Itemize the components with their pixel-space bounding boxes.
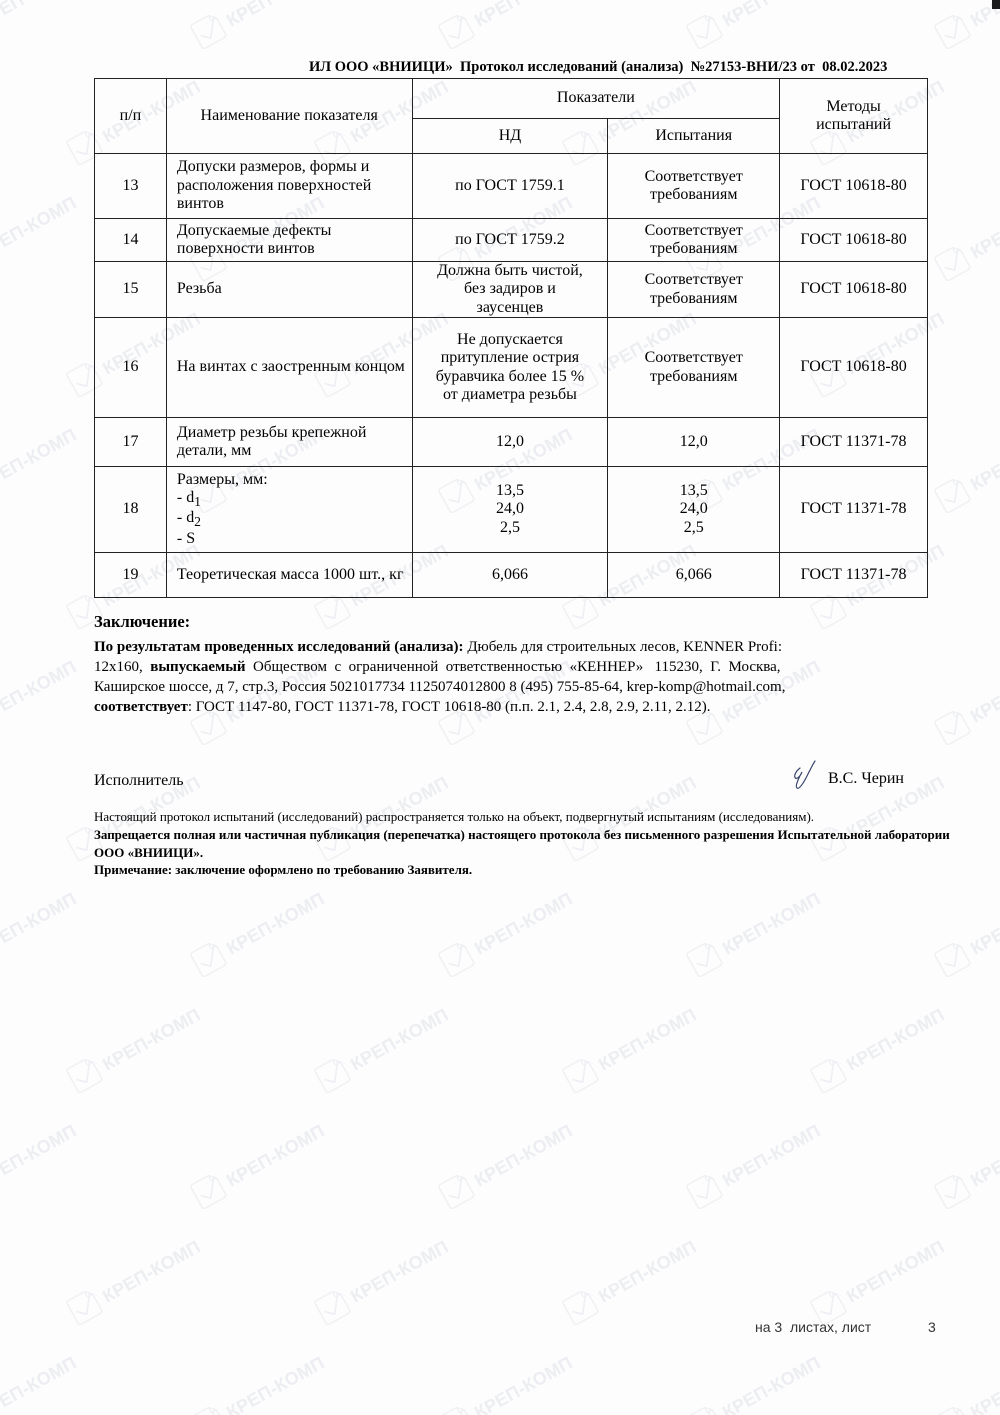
svg-text:КРЕП-КОМП: КРЕП-КОМП	[471, 1120, 576, 1190]
svg-text:КРЕП-КОМП: КРЕП-КОМП	[471, 1352, 576, 1415]
svg-text:КРЕП-КОМП: КРЕП-КОМП	[471, 888, 576, 958]
svg-text:КРЕП-КОМП: КРЕП-КОМП	[0, 888, 80, 958]
svg-text:КРЕП-КОМП: КРЕП-КОМП	[843, 1236, 948, 1306]
svg-text:КРЕП-КОМП: КРЕП-КОМП	[347, 1004, 452, 1074]
svg-text:КРЕП-КОМП: КРЕП-КОМП	[719, 1120, 824, 1190]
svg-text:КРЕП-КОМП: КРЕП-КОМП	[967, 1120, 1000, 1190]
svg-text:КРЕП-КОМП: КРЕП-КОМП	[719, 0, 824, 31]
svg-text:КРЕП-КОМП: КРЕП-КОМП	[223, 0, 328, 31]
svg-text:КРЕП-КОМП: КРЕП-КОМП	[0, 656, 80, 726]
svg-text:КРЕП-КОМП: КРЕП-КОМП	[595, 1236, 700, 1306]
svg-text:КРЕП-КОМП: КРЕП-КОМП	[0, 424, 80, 494]
svg-text:КРЕП-КОМП: КРЕП-КОМП	[471, 0, 576, 31]
svg-text:КРЕП-КОМП: КРЕП-КОМП	[967, 192, 1000, 262]
svg-text:КРЕП-КОМП: КРЕП-КОМП	[99, 1004, 204, 1074]
svg-text:КРЕП-КОМП: КРЕП-КОМП	[347, 1236, 452, 1306]
svg-text:КРЕП-КОМП: КРЕП-КОМП	[0, 0, 80, 31]
svg-text:КРЕП-КОМП: КРЕП-КОМП	[595, 1004, 700, 1074]
svg-text:КРЕП-КОМП: КРЕП-КОМП	[843, 1004, 948, 1074]
svg-text:КРЕП-КОМП: КРЕП-КОМП	[0, 192, 80, 262]
svg-text:КРЕП-КОМП: КРЕП-КОМП	[967, 888, 1000, 958]
svg-text:КРЕП-КОМП: КРЕП-КОМП	[0, 1352, 80, 1415]
svg-text:КРЕП-КОМП: КРЕП-КОМП	[719, 888, 824, 958]
svg-text:КРЕП-КОМП: КРЕП-КОМП	[223, 1120, 328, 1190]
svg-text:КРЕП-КОМП: КРЕП-КОМП	[99, 1236, 204, 1306]
svg-text:КРЕП-КОМП: КРЕП-КОМП	[967, 1352, 1000, 1415]
svg-text:КРЕП-КОМП: КРЕП-КОМП	[719, 1352, 824, 1415]
svg-text:КРЕП-КОМП: КРЕП-КОМП	[223, 1352, 328, 1415]
svg-text:КРЕП-КОМП: КРЕП-КОМП	[223, 888, 328, 958]
svg-text:КРЕП-КОМП: КРЕП-КОМП	[0, 1120, 80, 1190]
svg-text:КРЕП-КОМП: КРЕП-КОМП	[967, 424, 1000, 494]
svg-text:КРЕП-КОМП: КРЕП-КОМП	[967, 656, 1000, 726]
